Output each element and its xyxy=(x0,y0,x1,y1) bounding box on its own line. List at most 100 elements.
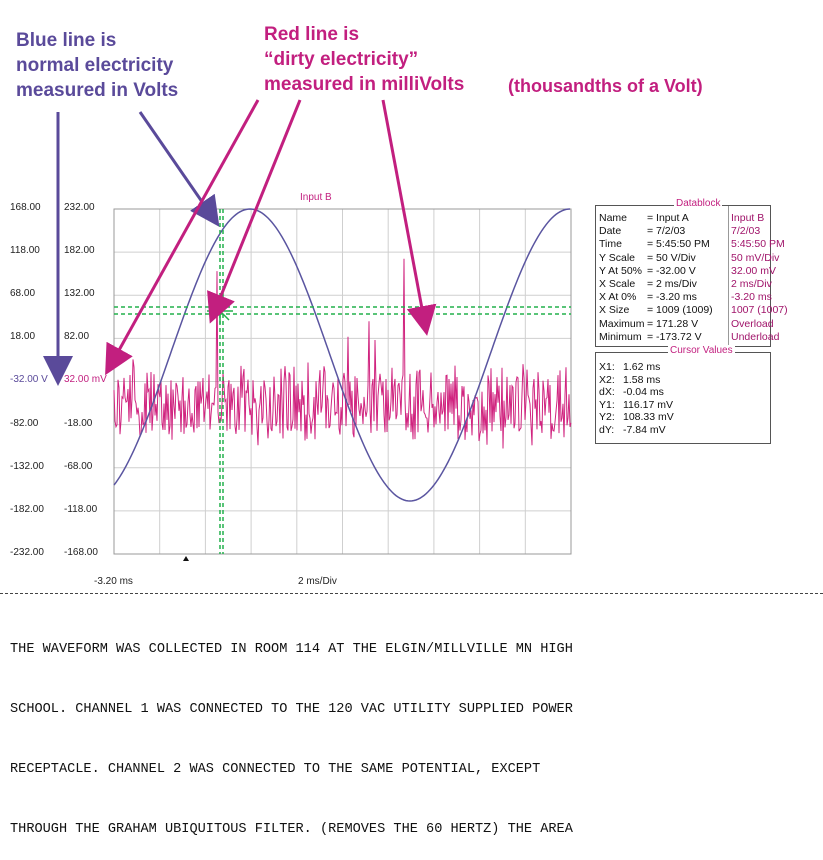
datablock-row: Name = Input A Input B xyxy=(599,212,767,224)
cursor-value-label: Y1: xyxy=(599,398,615,411)
cursor-value: -7.84 mV xyxy=(623,423,666,436)
right-axis-tick: -68.00 xyxy=(64,460,93,472)
blue-annotation-line-2: normal electricity xyxy=(16,55,174,76)
left-axis-tick: 18.00 xyxy=(10,331,36,343)
left-axis-tick: -132.00 xyxy=(10,460,44,472)
datablock-input-a: = Input A xyxy=(647,212,689,224)
red-trace xyxy=(113,258,572,449)
datablock-input-b: 32.00 mV xyxy=(731,264,776,277)
datablock-row: Minimum = -173.72 V Underload xyxy=(599,330,779,343)
left-axis-tick: 118.00 xyxy=(10,245,40,257)
datablock-label: X Size xyxy=(599,304,630,317)
right-axis-tick: -168.00 xyxy=(64,546,98,558)
datablock-label: Y Scale xyxy=(599,251,635,264)
datablock-input-a: = -32.00 V xyxy=(647,264,696,277)
right-axis-tick: 232.00 xyxy=(64,202,95,213)
cursor-value: 1.62 ms xyxy=(623,361,661,373)
red-arrow-spikes xyxy=(381,99,437,336)
cursor-values-title: Cursor Values xyxy=(668,345,735,356)
red-annotation: Red line is “dirty electricity” measured… xyxy=(264,22,464,97)
caption-line-1: THE WAVEFORM WAS COLLECTED IN ROOM 114 A… xyxy=(10,642,573,657)
cursor-value: 108.33 mV xyxy=(623,411,674,423)
right-axis-tick: -18.00 xyxy=(64,417,93,429)
datablock-input-b: 1007 (1007) xyxy=(731,304,788,317)
small-marker xyxy=(183,556,189,561)
datablock-input-b: 7/2/03 xyxy=(731,225,761,238)
x-start-label: -3.20 ms xyxy=(94,576,133,587)
red-trace-line xyxy=(113,258,572,449)
red-annotation-line-2: “dirty electricity” xyxy=(264,49,419,70)
datablock-input-a: = 1009 (1009) xyxy=(647,304,713,317)
red-annotation-line-3: measured in milliVolts xyxy=(264,74,465,95)
scope-grid xyxy=(114,209,571,554)
datablock-input-a: = 50 V/Div xyxy=(647,251,696,264)
oscilloscope-display xyxy=(43,99,572,555)
datablock-input-b: 2 ms/Div xyxy=(731,278,772,290)
red-arrow-trace xyxy=(207,99,302,324)
red-annotation-extra: (thousandths of a Volt) xyxy=(508,76,703,96)
datablock-row: Y Scale = 50 V/Div 50 mV/Div xyxy=(599,251,779,264)
input-label: Input B xyxy=(300,192,332,203)
cursor-value-label: X2: xyxy=(599,373,615,386)
datablock-input-b: 5:45:50 PM xyxy=(731,238,785,251)
blue-annotation: Blue line is normal electricity measured… xyxy=(16,28,178,103)
datablock-row: X At 0% = -3.20 ms -3.20 ms xyxy=(599,291,772,304)
blue-annotation-line-3: measured in Volts xyxy=(16,80,179,101)
x-scale-label: 2 ms/Div xyxy=(298,576,337,587)
datablock-row: Maximum = 171.28 V Overload xyxy=(599,317,774,330)
left-axis-tick: -232.00 xyxy=(10,546,44,558)
datablock-label: Date xyxy=(599,225,622,238)
blue-trace xyxy=(113,208,571,502)
cursor-value: -0.04 ms xyxy=(623,386,664,398)
datablock-row: Date = 7/2/03 7/2/03 xyxy=(599,225,767,237)
datablock-title: Datablock xyxy=(674,198,723,209)
datablock-row: Y At 50% = -32.00 V 32.00 mV xyxy=(599,264,776,277)
blue-trace-line xyxy=(113,208,571,502)
right-axis-tick: 32.00 mV xyxy=(64,374,107,386)
red-arrow-axis xyxy=(105,99,260,376)
datablock-input-b: -3.20 ms xyxy=(731,291,772,304)
left-axis-tick: -82.00 xyxy=(10,417,39,429)
cursor-value-label: X1: xyxy=(599,361,615,373)
red-annotation-line-1: Red line is xyxy=(264,24,360,45)
datablock-input-a: = -173.72 V xyxy=(647,330,702,343)
right-axis-tick: 82.00 xyxy=(64,331,90,343)
datablock-label: X At 0% xyxy=(599,291,637,304)
caption-line-3: RECEPTACLE. CHANNEL 2 WAS CONNECTED TO T… xyxy=(10,762,541,777)
datablock-input-a: = -3.20 ms xyxy=(647,291,697,304)
right-axis-tick: -118.00 xyxy=(64,503,98,515)
right-axis-tick: 132.00 xyxy=(64,288,95,300)
datablock-input-a: = 7/2/03 xyxy=(647,225,686,238)
datablock-input-a: = 5:45:50 PM xyxy=(647,238,710,251)
cursor-value-label: dX: xyxy=(599,386,615,398)
datablock-input-b: Overload xyxy=(731,317,774,330)
left-axis-tick: 68.00 xyxy=(10,288,36,300)
cursor-value-label: Y2: xyxy=(599,411,615,423)
caption-text: THE WAVEFORM WAS COLLECTED IN ROOM 114 A… xyxy=(10,600,810,860)
datablock-row: X Scale = 2 ms/Div 2 ms/Div xyxy=(599,278,772,290)
datablock-label: Time xyxy=(599,238,622,251)
caption-line-4: THROUGH THE GRAHAM UBIQUITOUS FILTER. (R… xyxy=(10,822,573,837)
datablock-label: Minimum xyxy=(599,330,642,343)
datablock-label: Name xyxy=(599,212,628,224)
blue-annotation-line-1: Blue line is xyxy=(16,30,117,51)
datablock-input-a: = 171.28 V xyxy=(647,317,699,330)
left-axis-tick: -32.00 V xyxy=(10,374,48,386)
datablock-separator xyxy=(728,206,729,346)
left-axis-tick: 168.00 xyxy=(10,202,41,213)
cursor-value: 1.58 ms xyxy=(623,373,661,386)
left-axis-tick: -182.00 xyxy=(10,503,44,515)
datablock-label: Maximum xyxy=(599,317,645,330)
caption-line-2: SCHOOL. CHANNEL 1 WAS CONNECTED TO THE 1… xyxy=(10,702,573,717)
plot-frame xyxy=(113,208,572,555)
datablock-input-b: 50 mV/Div xyxy=(731,251,780,264)
datablock-input-a: = 2 ms/Div xyxy=(647,278,697,290)
datablock-input-b: Input B xyxy=(731,212,765,224)
datablock-row: Time = 5:45:50 PM 5:45:50 PM xyxy=(599,238,785,251)
caption-divider xyxy=(0,593,823,594)
datablock-label: Y At 50% xyxy=(599,264,643,277)
blue-arrow-trace xyxy=(138,111,220,227)
datablock-label: X Scale xyxy=(599,278,636,290)
cursor-value: 116.17 mV xyxy=(623,398,674,411)
datablock-input-b: Underload xyxy=(731,330,780,343)
